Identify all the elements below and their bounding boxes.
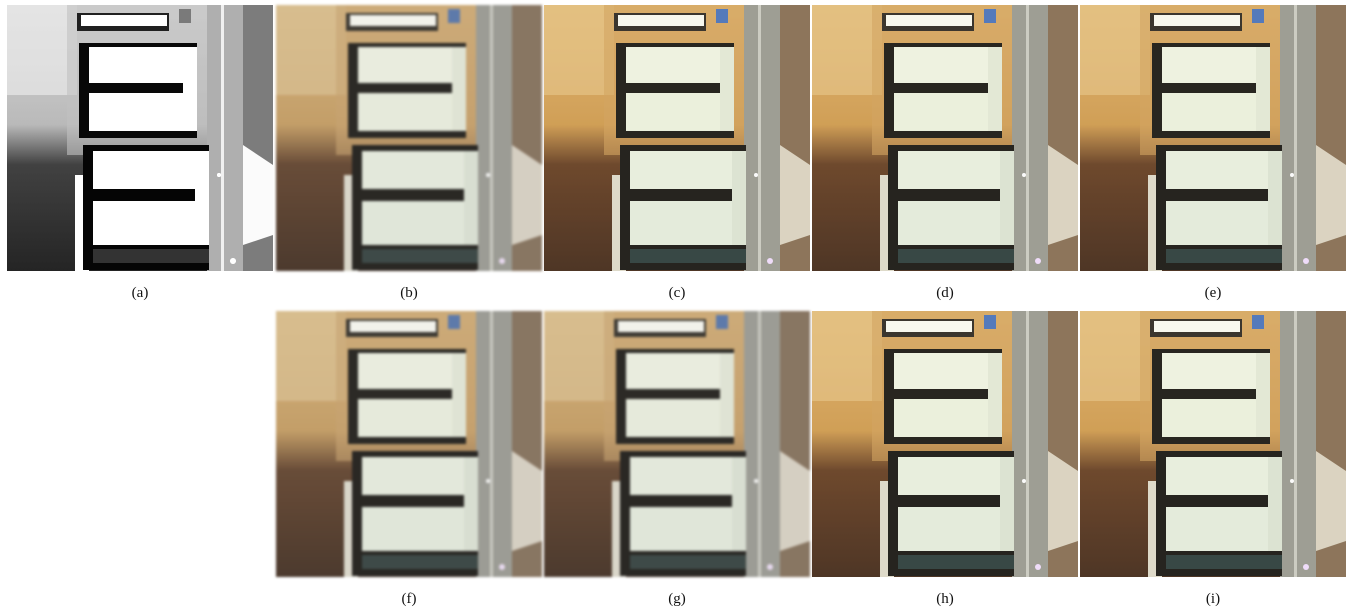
image-panel xyxy=(544,5,810,271)
image-panel xyxy=(544,311,810,577)
aerial-image xyxy=(1080,311,1346,577)
panel-caption: (i) xyxy=(1080,591,1346,608)
image-panel xyxy=(276,311,542,577)
aerial-image xyxy=(812,311,1078,577)
panel-caption: (d) xyxy=(812,285,1078,302)
aerial-image xyxy=(544,5,810,271)
image-panel xyxy=(276,5,542,271)
aerial-image xyxy=(276,5,542,271)
panel-caption: (g) xyxy=(544,591,810,608)
aerial-image xyxy=(1080,5,1346,271)
aerial-image xyxy=(544,311,810,577)
image-panel xyxy=(812,311,1078,577)
aerial-image xyxy=(276,311,542,577)
image-panel xyxy=(7,5,273,271)
image-panel xyxy=(1080,5,1346,271)
panel-caption: (e) xyxy=(1080,285,1346,302)
image-panel xyxy=(1080,311,1346,577)
panel-caption: (c) xyxy=(544,285,810,302)
panel-caption: (h) xyxy=(812,591,1078,608)
aerial-image xyxy=(7,5,273,271)
panel-caption: (f) xyxy=(276,591,542,608)
image-panel xyxy=(812,5,1078,271)
figure: (() => { const data = JSON.parse(documen… xyxy=(0,0,1347,610)
panel-caption: (a) xyxy=(7,285,273,302)
aerial-image xyxy=(812,5,1078,271)
panel-caption: (b) xyxy=(276,285,542,302)
